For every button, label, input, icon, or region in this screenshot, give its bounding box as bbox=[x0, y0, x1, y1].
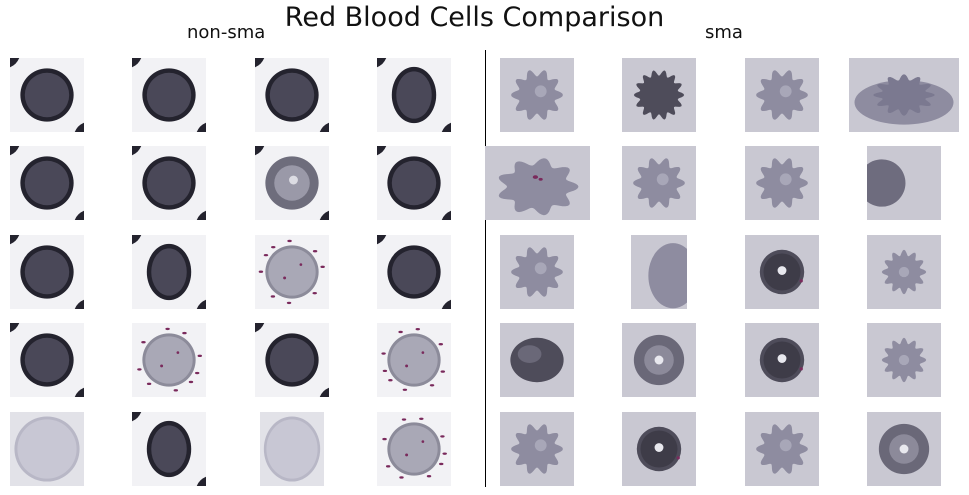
cell-image-sma-r2-c2 bbox=[622, 146, 696, 220]
cell-image-sma-r4-c1 bbox=[500, 323, 574, 397]
cell-image-sma-r1-c1 bbox=[500, 58, 574, 132]
cell-image-non-sma-r4-c3 bbox=[255, 323, 329, 397]
cell-image-sma-r5-c2 bbox=[622, 412, 696, 486]
cell-image-sma-r5-c3 bbox=[745, 412, 819, 486]
cell-image-non-sma-r5-c4 bbox=[377, 412, 451, 486]
cell-image-sma-r4-c3 bbox=[745, 323, 819, 397]
cell-image-non-sma-r2-c2 bbox=[132, 146, 206, 220]
cell-image-sma-r4-c4 bbox=[867, 323, 941, 397]
cell-image-non-sma-r5-c1 bbox=[10, 412, 84, 486]
group-label-non-sma: non-sma bbox=[187, 22, 266, 43]
cell-image-non-sma-r1-c3 bbox=[255, 58, 329, 132]
cell-image-sma-r1-c4 bbox=[849, 58, 959, 132]
cell-image-non-sma-r4-c1 bbox=[10, 323, 84, 397]
cell-image-non-sma-r4-c2 bbox=[132, 323, 206, 397]
cell-image-non-sma-r5-c2 bbox=[132, 412, 206, 486]
cell-image-non-sma-r2-c3 bbox=[255, 146, 329, 220]
cell-image-non-sma-r3-c2 bbox=[132, 235, 206, 309]
cell-image-non-sma-r1-c2 bbox=[132, 58, 206, 132]
cell-image-sma-r3-c4 bbox=[867, 235, 941, 309]
cell-image-sma-r3-c3 bbox=[745, 235, 819, 309]
group-divider bbox=[485, 50, 487, 487]
group-label-sma: sma bbox=[705, 22, 743, 43]
cell-image-sma-r3-c2 bbox=[631, 235, 687, 309]
cell-image-sma-r5-c1 bbox=[500, 412, 574, 486]
cell-image-non-sma-r2-c1 bbox=[10, 146, 84, 220]
cell-image-sma-r3-c1 bbox=[500, 235, 574, 309]
cell-image-non-sma-r3-c1 bbox=[10, 235, 84, 309]
cell-image-sma-r2-c4 bbox=[867, 146, 941, 220]
cell-image-sma-r1-c2 bbox=[622, 58, 696, 132]
cell-image-non-sma-r1-c1 bbox=[10, 58, 84, 132]
cell-image-non-sma-r3-c3 bbox=[255, 235, 329, 309]
cell-image-sma-r1-c3 bbox=[745, 58, 819, 132]
cell-image-sma-r2-c3 bbox=[745, 146, 819, 220]
cell-image-sma-r5-c4 bbox=[867, 412, 941, 486]
cell-image-sma-r2-c1 bbox=[485, 146, 590, 220]
cell-image-sma-r4-c2 bbox=[622, 323, 696, 397]
cell-image-non-sma-r5-c3 bbox=[260, 412, 324, 486]
cell-image-non-sma-r3-c4 bbox=[377, 235, 451, 309]
figure-title: Red Blood Cells Comparison bbox=[284, 2, 665, 33]
cell-image-non-sma-r1-c4 bbox=[377, 58, 451, 132]
cell-image-non-sma-r2-c4 bbox=[377, 146, 451, 220]
cell-image-non-sma-r4-c4 bbox=[377, 323, 451, 397]
